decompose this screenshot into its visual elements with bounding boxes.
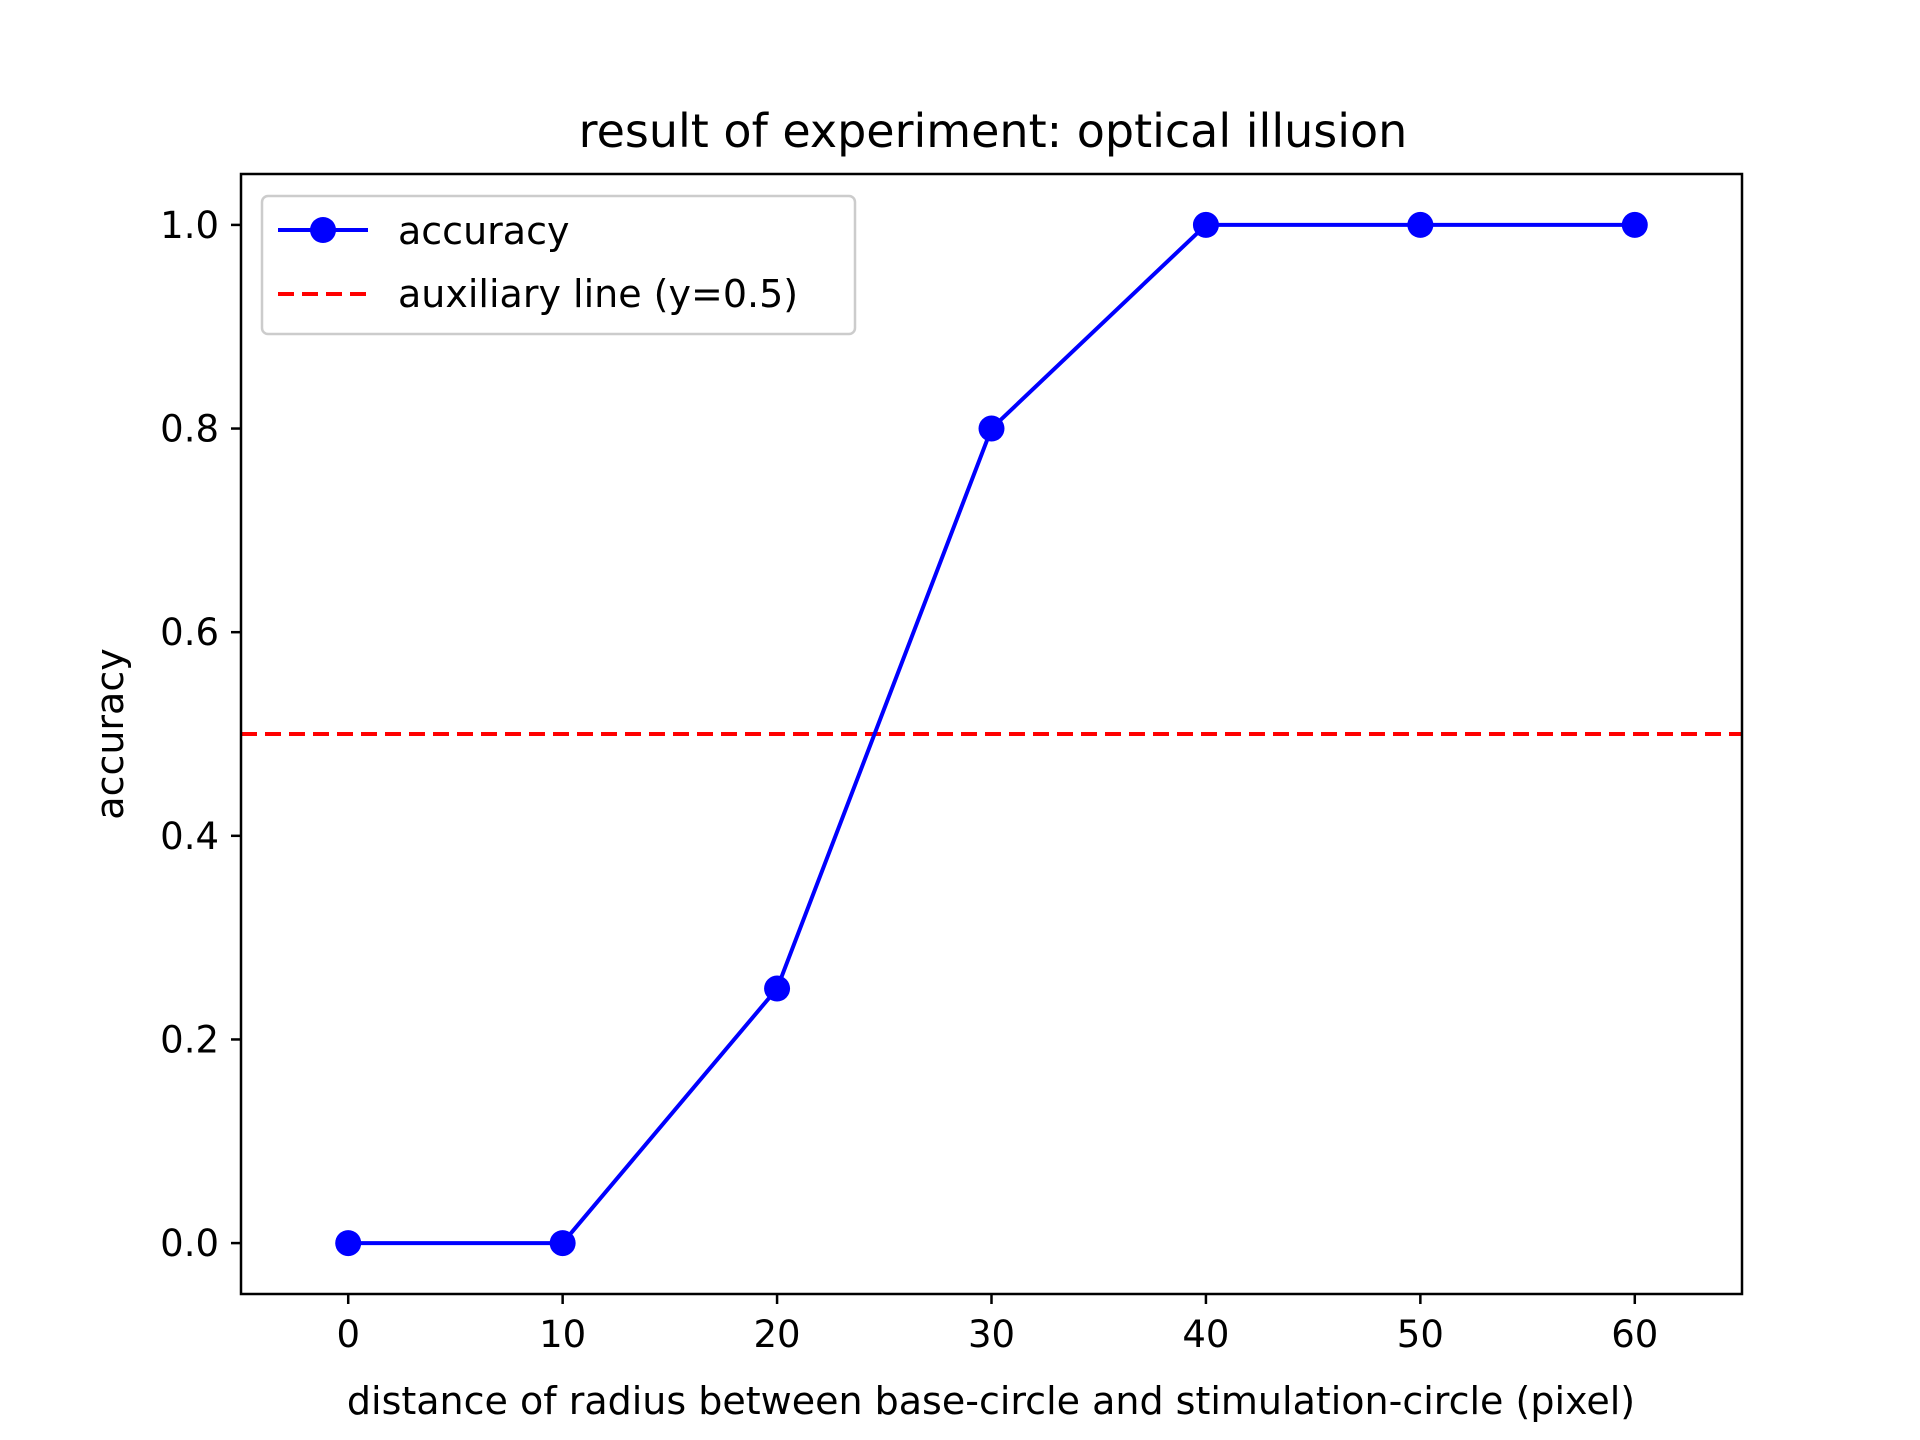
data-point-accuracy — [549, 1230, 576, 1257]
y-tick-label: 0.6 — [160, 611, 219, 654]
x-tick-label: 10 — [539, 1313, 586, 1356]
y-axis-label: accuracy — [88, 648, 132, 819]
data-point-accuracy — [978, 415, 1005, 442]
data-point-accuracy — [1407, 211, 1434, 238]
x-tick-label: 30 — [968, 1313, 1015, 1356]
x-tick-label: 0 — [336, 1313, 360, 1356]
data-point-accuracy — [335, 1230, 362, 1257]
x-tick-label: 60 — [1611, 1313, 1658, 1356]
series-layer — [335, 211, 1648, 1257]
legend-label-auxiliary-line: auxiliary line (y=0.5) — [398, 272, 798, 316]
legend: accuracy auxiliary line (y=0.5) — [260, 194, 857, 336]
x-tick-label: 50 — [1397, 1313, 1444, 1356]
y-tick-label: 0.2 — [160, 1018, 219, 1061]
x-tick-label: 40 — [1182, 1313, 1229, 1356]
y-tick-label: 0.8 — [160, 408, 219, 451]
y-tick-label: 0.0 — [160, 1222, 219, 1265]
data-point-accuracy — [1192, 211, 1219, 238]
y-tick-label: 1.0 — [160, 204, 219, 247]
x-tick-label: 20 — [754, 1313, 801, 1356]
y-axis: 0.0 0.2 0.4 0.6 0.8 1.0 — [160, 204, 241, 1265]
legend-box — [260, 194, 857, 336]
data-point-accuracy — [1621, 211, 1648, 238]
x-axis-label: distance of radius between base-circle a… — [347, 1379, 1635, 1423]
data-point-accuracy — [764, 975, 791, 1002]
legend-swatch-accuracy-marker — [310, 217, 336, 243]
legend-label-accuracy: accuracy — [398, 209, 569, 253]
x-axis: 0 10 20 30 40 50 60 — [336, 1294, 1658, 1356]
y-tick-label: 0.4 — [160, 815, 219, 858]
chart-title: result of experiment: optical illusion — [579, 104, 1408, 158]
